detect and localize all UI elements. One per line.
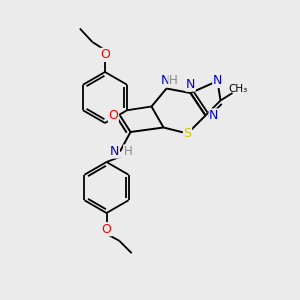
Text: S: S — [184, 127, 191, 140]
Text: N: N — [110, 145, 119, 158]
Text: H: H — [169, 74, 178, 87]
Text: CH₃: CH₃ — [229, 83, 248, 94]
Text: N: N — [186, 78, 195, 91]
Text: N: N — [209, 109, 219, 122]
Text: N: N — [213, 74, 222, 88]
Text: O: O — [109, 109, 118, 122]
Text: O: O — [100, 48, 110, 62]
Text: H: H — [124, 145, 133, 158]
Text: N: N — [160, 74, 170, 87]
Text: O: O — [102, 223, 111, 236]
